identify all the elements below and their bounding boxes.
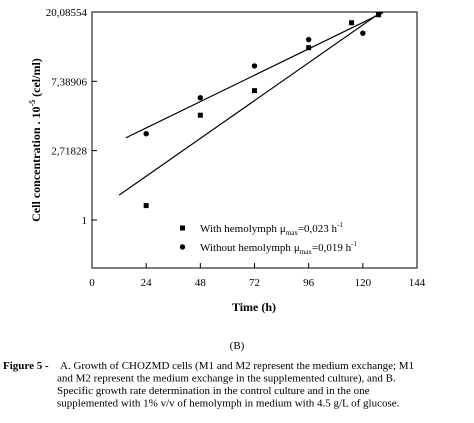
data-point [306, 45, 312, 51]
x-tick-label: 144 [409, 277, 426, 289]
x-axis-title: Time (h) [232, 300, 276, 314]
legend-sub: max [286, 229, 299, 237]
legend-eq: =0,023 h [298, 223, 338, 235]
data-point [375, 12, 382, 16]
caption-line: and M2 represent the medium exchange in … [57, 373, 396, 385]
legend-name: Without hemolymph [200, 242, 291, 254]
x-tick-label: 0 [89, 277, 95, 289]
plot-area [118, 12, 384, 209]
fit-line [118, 12, 383, 196]
y-tick-label: 1 [82, 215, 88, 227]
data-point [197, 112, 203, 118]
data-point [252, 88, 257, 94]
legend-entry: With hemolymph μmax=0,023 h-1 [200, 221, 343, 237]
legend-sub: max [300, 248, 313, 256]
legend-name: With hemolymph [200, 223, 277, 235]
caption: Figure 5 - A. Growth of CHOZMD cells (M1… [3, 360, 414, 410]
legend-sup: -1 [337, 221, 343, 229]
legend-entry: Without hemolymph μmax=0,019 h-1 [200, 240, 357, 256]
caption-line: Specific growth rate determination in th… [57, 385, 370, 397]
legend-sup: -1 [351, 240, 357, 248]
data-point [360, 30, 366, 36]
fit-line [125, 12, 384, 139]
caption-label: Figure 5 - [3, 360, 49, 372]
y-title-exp: -5 [28, 100, 37, 107]
y-title-unit: (cel/ml) [29, 58, 43, 100]
x-tick-label: 72 [249, 277, 260, 289]
legend-marker [180, 225, 185, 231]
y-tick-label: 2,71828 [51, 146, 87, 158]
x-tick-label: 48 [195, 277, 207, 289]
legend-symbol: μ [280, 223, 286, 235]
data-point [251, 63, 258, 69]
caption-line: supplemented with 1% v/v of hemolymph in… [57, 398, 400, 410]
y-tick-label: 7,38906 [51, 76, 87, 88]
data-point [143, 131, 149, 137]
y-axis-title: Cell concentration . 10-5 (cel/ml) [28, 58, 43, 222]
caption-line: A. Growth of CHOZMD cells (M1 and M2 rep… [60, 360, 414, 372]
data-point [349, 20, 355, 26]
x-tick-label: 96 [303, 277, 315, 289]
data-point [197, 95, 204, 101]
legend-symbol: μ [294, 242, 300, 254]
x-tick-label: 120 [355, 277, 372, 289]
y-tick-label: 20,08554 [46, 7, 88, 19]
data-point [305, 36, 312, 43]
x-tick-label: 24 [141, 277, 153, 289]
legend-eq: =0,019 h [312, 242, 352, 254]
data-point [143, 203, 149, 209]
y-title-main: Cell concentration . 10 [29, 107, 43, 222]
panel-label: (B) [230, 340, 245, 352]
legend-marker [179, 244, 186, 250]
